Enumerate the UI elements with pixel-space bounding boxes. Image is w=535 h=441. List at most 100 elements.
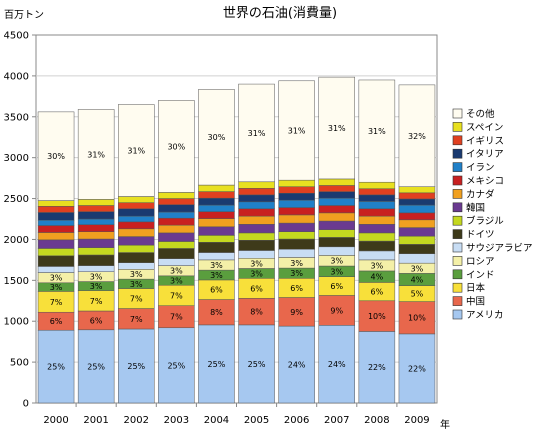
x-tick-label: 2007 [324,415,349,426]
data-label: 6% [290,284,303,293]
x-tick-label: 2009 [404,415,429,426]
legend-label: イタリア [466,149,504,160]
bar-segment [278,238,315,250]
bar-segment [278,325,315,404]
bar-segment [198,211,235,219]
data-label: 7% [90,297,103,306]
data-label: 24% [328,360,346,369]
legend-label: インド [466,270,495,281]
legend-swatch [452,229,463,239]
bar-segment [278,199,315,208]
bar-segment [318,185,355,192]
bar-segment [318,295,355,326]
legend-label: スペイン [466,122,503,133]
data-label: 4% [370,273,383,282]
x-tick-label: 2001 [83,415,108,426]
y-tick-label: 2000 [4,235,29,246]
data-label: 3% [170,277,183,286]
data-label: 25% [87,362,105,371]
data-label: 6% [50,317,63,326]
data-label: 10% [408,314,426,323]
bar-segment [278,192,315,201]
bar-segment [77,211,115,220]
data-label: 31% [368,127,386,136]
bar-segment [198,197,235,206]
bar-segment [77,238,115,248]
legend-label: ロシア [466,256,495,267]
bar-segment [37,266,75,273]
legend-label: 日本 [466,282,486,294]
bar-segment [318,246,355,256]
legend-swatch [452,282,463,293]
data-label: 6% [370,288,383,297]
bar-segment [118,215,155,223]
data-label: 10% [368,312,386,321]
bar-segment [318,212,355,222]
y-tick-label: 3000 [4,153,29,164]
bar-segment [398,204,436,214]
data-label: 3% [50,283,63,292]
bar-segment [158,232,195,242]
bar-segment [158,192,195,199]
bar-segment [118,228,155,237]
bar-segment [358,300,396,332]
bar-segment [318,178,355,186]
bar-segment [37,111,75,201]
bar-segment [278,179,315,187]
data-label: 6% [210,286,223,295]
bar-segment [118,244,155,253]
bar-segment [118,262,155,270]
bar-segment [398,212,436,221]
data-label: 3% [170,267,183,276]
bar-segment [77,224,115,232]
bar-segment [358,224,396,234]
legend-label: その他 [466,108,495,120]
legend-swatch [452,215,463,226]
bar-segment [37,200,75,207]
bar-segment [398,192,436,200]
bar-segment [238,324,275,404]
data-label: 32% [408,132,426,141]
legend-label: サウジアラビア [466,243,533,254]
data-label: 3% [50,274,63,283]
bar-segment [77,247,115,256]
bar-segment [318,229,355,238]
data-label: 3% [250,269,263,278]
legend-label: 韓国 [466,203,485,214]
data-label: 9% [330,306,343,315]
data-label: 25% [208,360,226,369]
data-label: 3% [330,257,343,266]
data-label: 31% [87,150,105,159]
legend-label: イラン [466,163,495,174]
bar-segment [37,255,75,267]
data-label: 31% [127,147,145,156]
bar-segment [77,205,115,212]
data-label: 8% [250,308,263,317]
bar-segment [358,331,396,404]
bar-segment [398,84,436,187]
data-label: 3% [290,269,303,278]
data-label: 31% [248,129,266,138]
bar-segment [238,208,275,217]
bar-segment [158,224,195,234]
legend-swatch [452,175,463,186]
bar-segment [238,83,275,183]
data-label: 25% [248,360,266,369]
x-tick-label: 2008 [364,415,389,426]
bar-segment [238,215,275,225]
x-tick-label: 2000 [43,415,68,426]
bar-segment [158,100,195,193]
bar-segment [278,249,315,258]
bar-segment [118,328,155,404]
x-tick-label: 2002 [124,415,149,426]
bar-segment [238,181,275,189]
legend-swatch [452,108,463,119]
legend-swatch [452,162,463,172]
bar-segment [37,219,75,226]
legend-swatch [452,189,463,199]
x-tick-labels: 2000 2001 2002 2003 2004 2005 2006 2007 2008 2009 [43,415,429,426]
legend-label: イギリス [466,136,504,147]
legend-swatch [452,242,463,253]
bar-segment [278,207,315,216]
